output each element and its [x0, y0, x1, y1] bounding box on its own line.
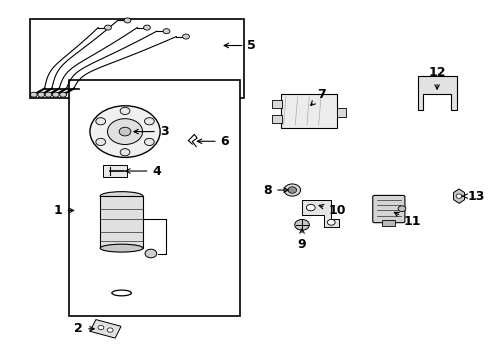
Text: 12: 12: [427, 66, 445, 89]
Bar: [336, 108, 345, 117]
Circle shape: [455, 194, 461, 198]
Circle shape: [143, 25, 150, 30]
Circle shape: [120, 149, 130, 156]
Polygon shape: [453, 189, 464, 203]
Circle shape: [287, 187, 296, 193]
Circle shape: [327, 220, 334, 225]
Circle shape: [144, 138, 154, 145]
Circle shape: [107, 119, 142, 144]
Circle shape: [284, 184, 300, 196]
Text: 1: 1: [54, 204, 74, 217]
Polygon shape: [90, 320, 121, 338]
Circle shape: [145, 249, 157, 258]
Circle shape: [60, 92, 66, 97]
Text: 11: 11: [393, 212, 421, 229]
Circle shape: [294, 220, 309, 230]
Ellipse shape: [100, 192, 143, 201]
Bar: [30, 19, 244, 98]
Polygon shape: [302, 200, 338, 226]
Circle shape: [397, 206, 405, 212]
Text: 7: 7: [310, 88, 325, 105]
Bar: [272, 115, 282, 123]
Ellipse shape: [100, 244, 143, 252]
Text: 2: 2: [74, 322, 94, 335]
Circle shape: [98, 325, 103, 330]
Circle shape: [96, 118, 105, 125]
Circle shape: [45, 92, 52, 97]
Text: 10: 10: [319, 204, 345, 217]
Text: 3: 3: [134, 125, 168, 138]
Circle shape: [120, 107, 130, 114]
Bar: [100, 196, 143, 248]
Polygon shape: [103, 165, 127, 177]
Bar: [272, 100, 282, 108]
Circle shape: [144, 118, 154, 125]
Text: 6: 6: [197, 135, 229, 148]
Circle shape: [124, 18, 131, 23]
FancyBboxPatch shape: [372, 195, 404, 223]
Circle shape: [119, 127, 131, 136]
Text: 13: 13: [461, 190, 484, 203]
Circle shape: [30, 92, 37, 97]
Circle shape: [306, 204, 315, 211]
Circle shape: [96, 138, 105, 145]
Bar: [381, 220, 394, 226]
Text: 4: 4: [125, 165, 161, 177]
Bar: [69, 80, 239, 316]
Bar: [281, 94, 336, 128]
Text: 9: 9: [297, 229, 305, 251]
Text: 8: 8: [263, 184, 287, 197]
Text: 5: 5: [224, 39, 256, 52]
Circle shape: [107, 328, 113, 332]
Circle shape: [182, 34, 189, 39]
Circle shape: [163, 29, 169, 34]
Circle shape: [104, 25, 111, 30]
Circle shape: [52, 92, 59, 97]
Polygon shape: [417, 76, 456, 110]
Circle shape: [38, 92, 44, 97]
Circle shape: [90, 106, 160, 157]
